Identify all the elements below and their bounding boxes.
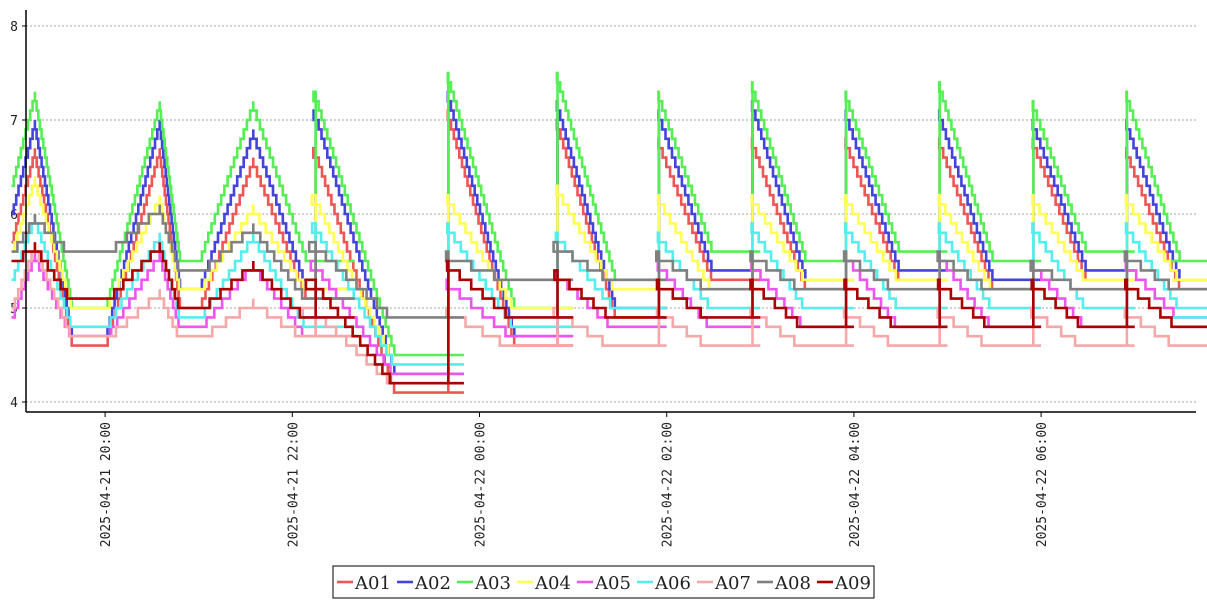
x-tick-label: 2025-04-22 02:00 <box>661 422 676 547</box>
series-line-a06 <box>11 214 1207 366</box>
axes <box>25 10 1196 413</box>
x-tick-label: 2025-04-22 06:00 <box>1035 422 1050 547</box>
x-tick-label: 2025-04-21 20:00 <box>99 422 114 547</box>
y-tick-label: 4 <box>10 396 18 411</box>
y-tick-label: 8 <box>10 20 18 35</box>
legend-label-a02: A02 <box>414 573 451 594</box>
legend-label-a07: A07 <box>714 573 751 594</box>
legend-label-a04: A04 <box>534 573 571 594</box>
series-line-a09 <box>11 242 1207 385</box>
legend: A01 A02 A03 A04 A05 A06 A07 A08 A09 <box>332 565 875 599</box>
legend-box <box>332 565 875 599</box>
legend-label-a01: A01 <box>354 573 391 594</box>
x-tick-label: 2025-04-22 00:00 <box>474 422 489 547</box>
x-axis-ticks: 2025-04-21 20:00 2025-04-21 22:00 2025-04-… <box>99 412 1050 547</box>
legend-label-a06: A06 <box>654 573 691 594</box>
series-line-a07 <box>11 242 1207 385</box>
x-tick-label: 2025-04-22 04:00 <box>848 422 863 547</box>
series-line-a02 <box>11 90 1207 376</box>
legend-label-a05: A05 <box>594 573 631 594</box>
y-tick-label: 7 <box>10 114 18 129</box>
legend-label-a03: A03 <box>474 573 511 594</box>
y-tick-label: 6 <box>10 208 18 223</box>
x-tick-label: 2025-04-21 22:00 <box>286 422 301 547</box>
legend-label-a08: A08 <box>774 573 811 594</box>
series-line-a08 <box>11 204 1207 319</box>
legend-label-a09: A09 <box>834 573 871 594</box>
series-layer <box>11 71 1207 394</box>
